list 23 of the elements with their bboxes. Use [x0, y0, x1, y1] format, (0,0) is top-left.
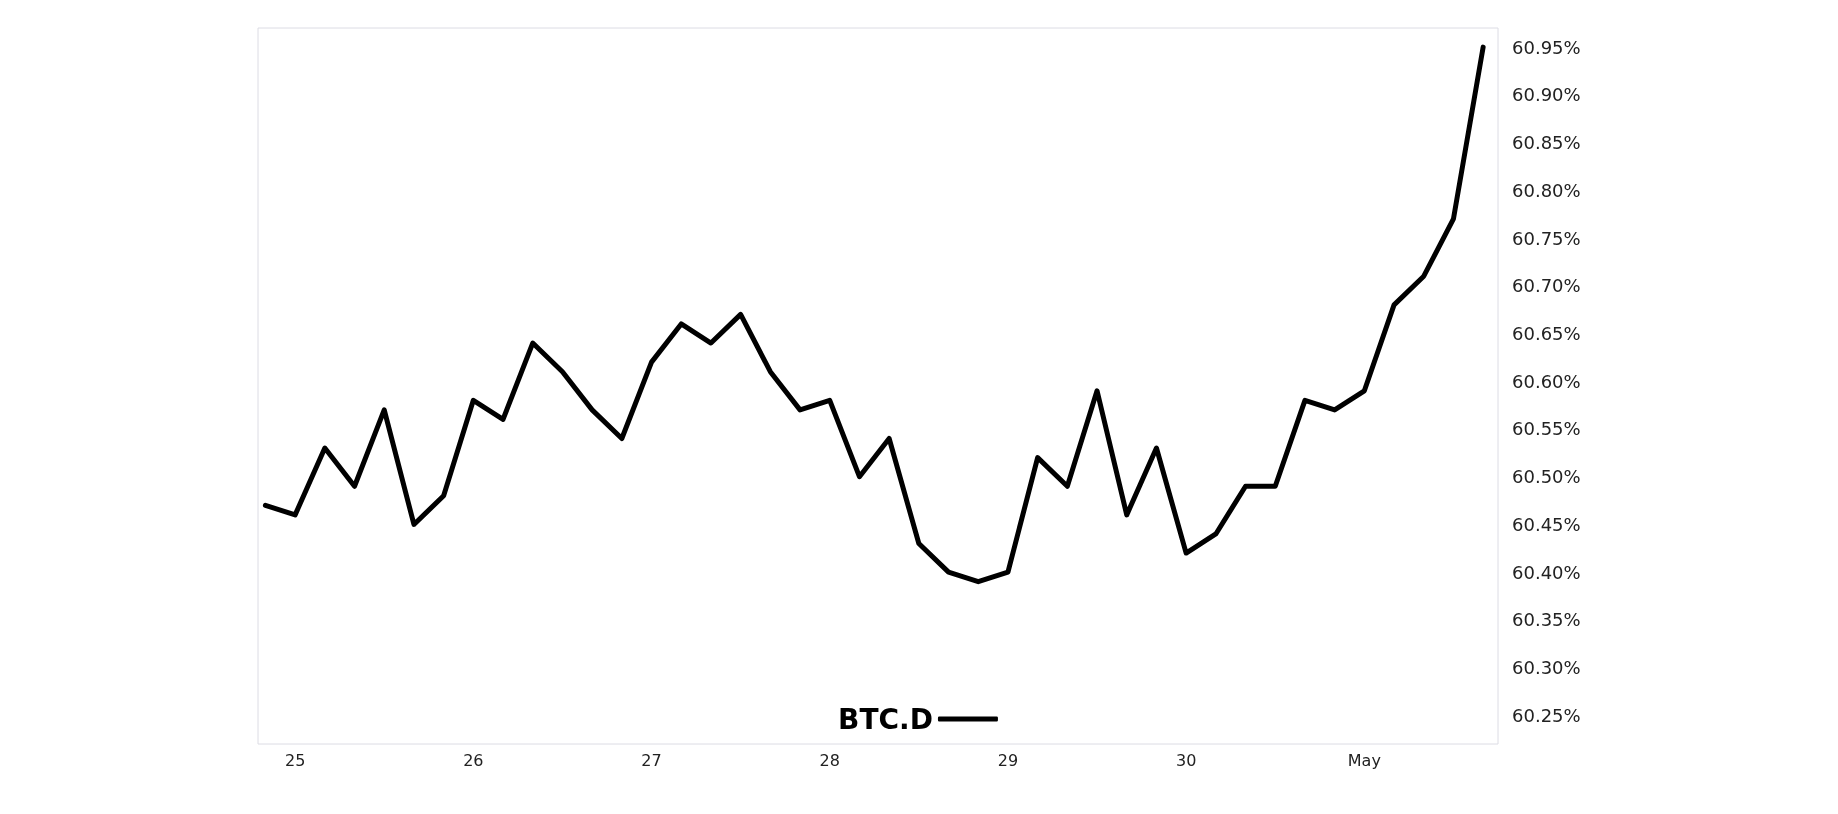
y-tick-label: 60.65% — [1512, 322, 1581, 344]
y-tick-label: 60.30% — [1512, 657, 1581, 679]
x-tick-label: 30 — [1175, 750, 1197, 770]
y-tick-label: 60.50% — [1512, 466, 1581, 488]
y-tick-label: 60.40% — [1512, 561, 1581, 583]
legend-label: BTC.D — [838, 702, 933, 736]
y-tick-label: 60.45% — [1512, 513, 1581, 535]
x-tick-label: May — [1347, 750, 1381, 770]
y-tick-label: 60.90% — [1512, 84, 1581, 106]
y-tick-label: 60.25% — [1512, 704, 1581, 726]
x-tick-label: 27 — [641, 750, 662, 770]
x-tick-label: 29 — [997, 750, 1019, 770]
y-tick-label: 60.70% — [1512, 275, 1581, 297]
y-tick-label: 60.55% — [1512, 418, 1581, 440]
x-tick-label: 26 — [463, 750, 484, 770]
y-tick-label: 60.80% — [1512, 179, 1581, 201]
y-tick-label: 60.85% — [1512, 132, 1581, 154]
y-tick-label: 60.60% — [1512, 370, 1581, 392]
y-tick-label: 60.35% — [1512, 609, 1581, 631]
y-tick-label: 60.75% — [1512, 227, 1581, 249]
x-tick-label: 28 — [819, 750, 840, 770]
x-tick-label: 25 — [284, 750, 306, 770]
y-tick-label: 60.95% — [1512, 36, 1581, 58]
